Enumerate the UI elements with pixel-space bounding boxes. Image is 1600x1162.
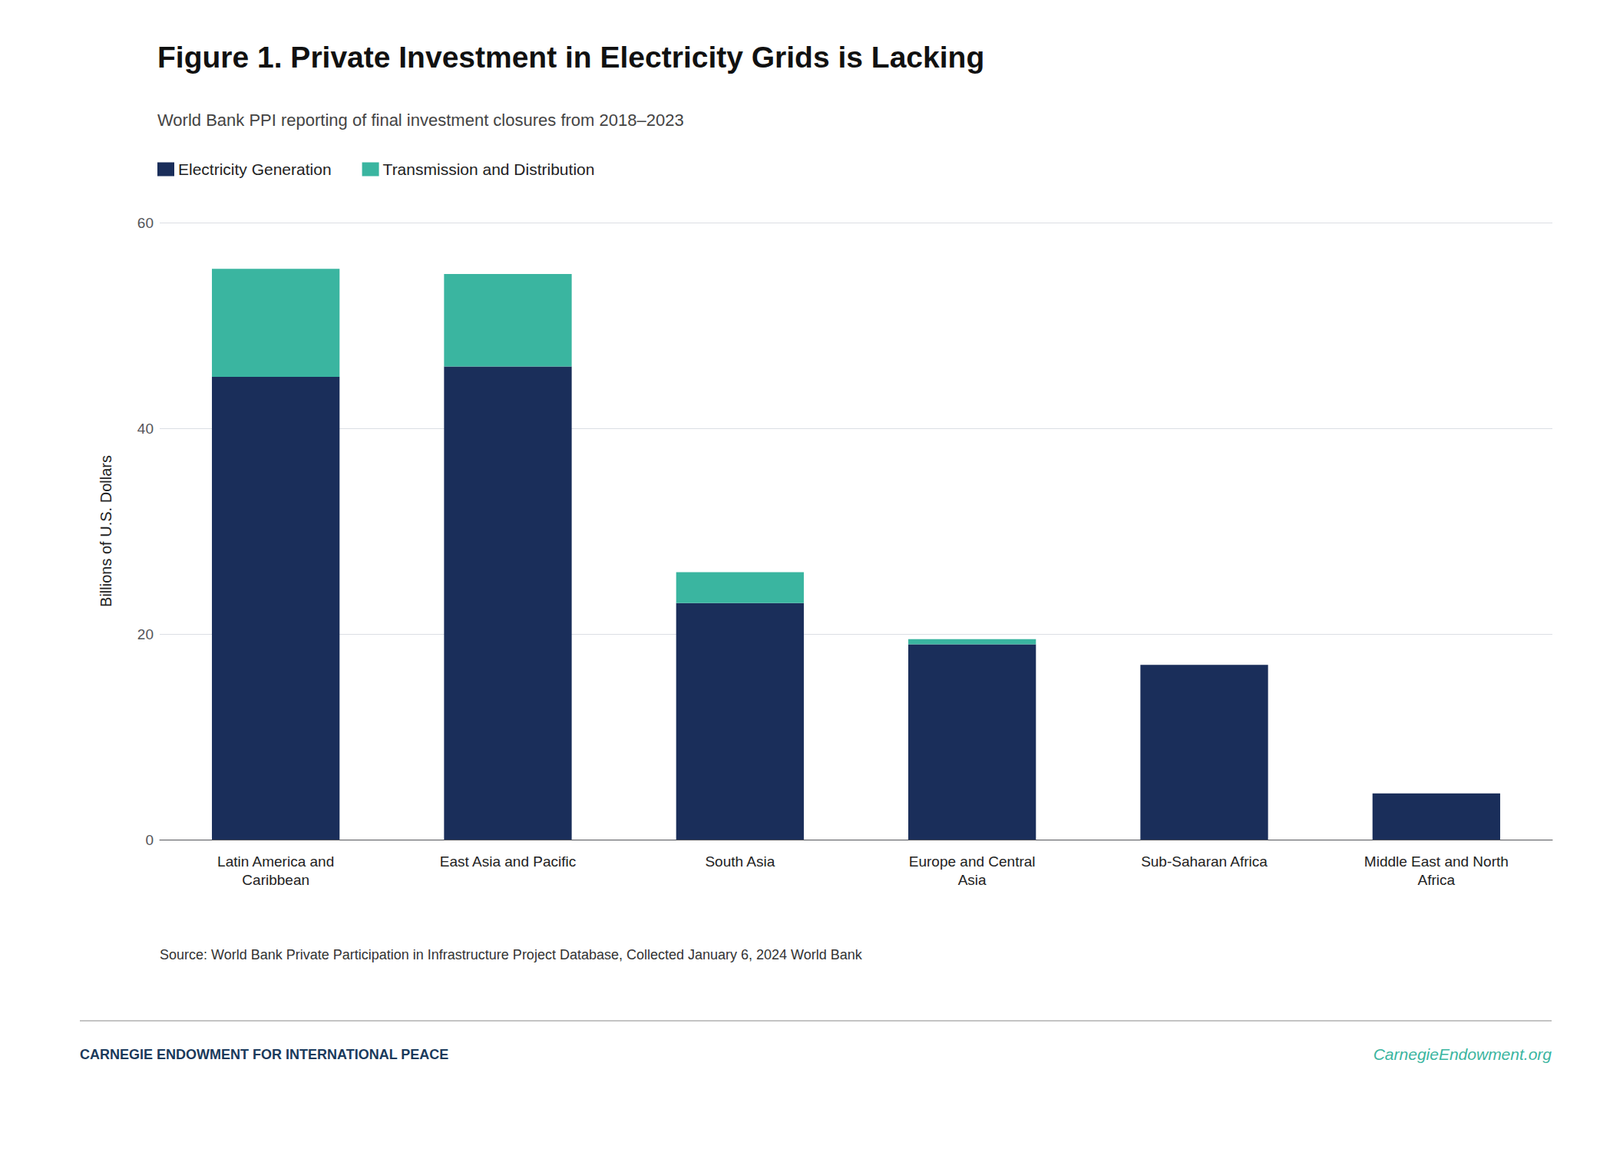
svg-text:Sub-Saharan Africa: Sub-Saharan Africa	[1140, 853, 1268, 870]
svg-text:Caribbean: Caribbean	[241, 872, 310, 889]
svg-text:East Asia and Pacific: East Asia and Pacific	[439, 853, 576, 870]
svg-text:Latin America and: Latin America and	[217, 853, 334, 870]
svg-text:Middle East and North: Middle East and North	[1364, 853, 1509, 870]
svg-text:South Asia: South Asia	[704, 853, 775, 870]
svg-text:Figure 1. Private Investment i: Figure 1. Private Investment in Electric…	[157, 40, 985, 74]
svg-text:Transmission and Distribution: Transmission and Distribution	[383, 160, 596, 179]
svg-text:CarnegieEndowment.org: CarnegieEndowment.org	[1373, 1045, 1553, 1064]
svg-text:CARNEGIE ENDOWMENT FOR INTERNA: CARNEGIE ENDOWMENT FOR INTERNATIONAL PEA…	[79, 1047, 449, 1063]
svg-text:Asia: Asia	[958, 872, 987, 889]
svg-text:Billions of U.S. Dollars: Billions of U.S. Dollars	[97, 455, 115, 608]
svg-text:World Bank PPI reporting of fi: World Bank PPI reporting of final invest…	[157, 110, 685, 130]
svg-text:60: 60	[137, 214, 154, 232]
svg-text:40: 40	[137, 420, 154, 437]
svg-text:20: 20	[137, 626, 154, 643]
svg-text:Source: World Bank Private Par: Source: World Bank Private Participation…	[159, 947, 863, 963]
svg-text:Europe and Central: Europe and Central	[909, 853, 1036, 870]
svg-text:Africa: Africa	[1418, 872, 1456, 889]
svg-text:0: 0	[145, 832, 154, 849]
svg-text:Electricity Generation: Electricity Generation	[178, 160, 332, 179]
